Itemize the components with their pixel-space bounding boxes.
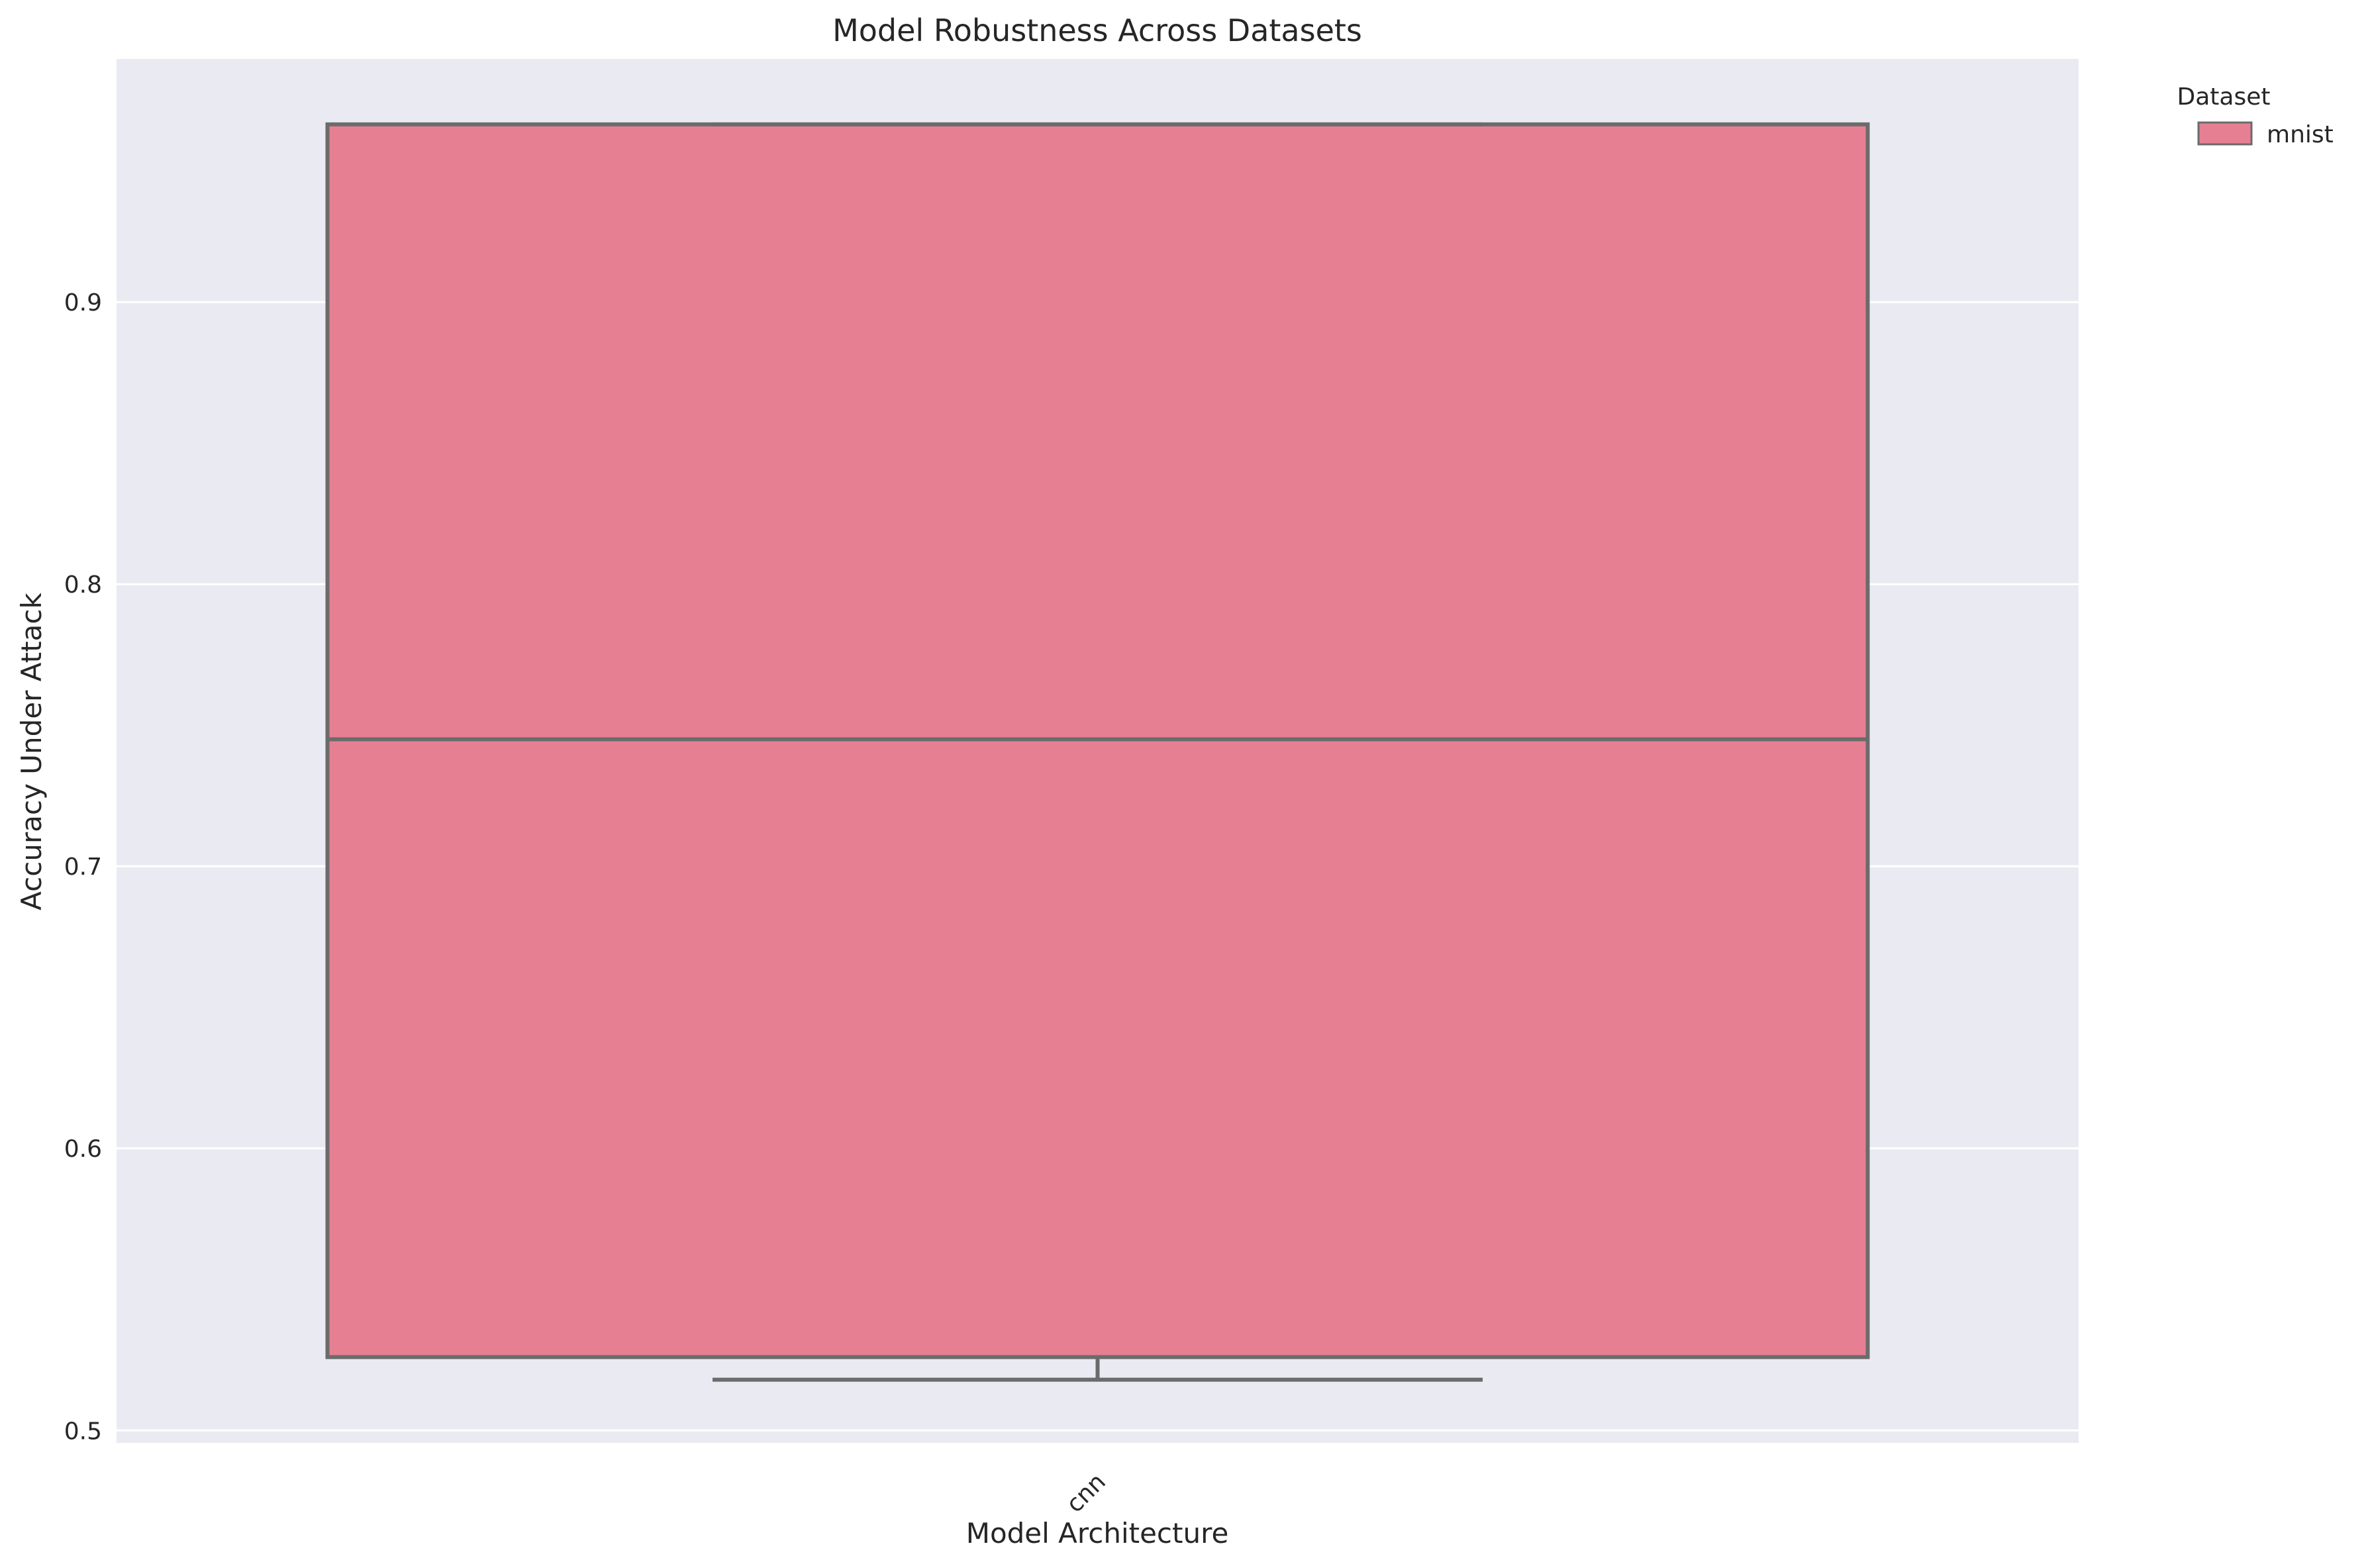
legend-label-mnist: mnist <box>2267 121 2334 148</box>
legend-swatch-mnist <box>2197 121 2253 146</box>
legend: Dataset mnist <box>2177 83 2334 148</box>
y-tick-label: 0.5 <box>64 1418 102 1445</box>
y-tick-label: 0.9 <box>64 289 102 317</box>
legend-title: Dataset <box>2177 83 2271 111</box>
x-axis-label: Model Architecture <box>966 1517 1229 1549</box>
y-tick-label: 0.7 <box>64 854 102 881</box>
y-ticks: 0.5 0.6 0.7 0.8 0.9 <box>64 289 102 1445</box>
y-tick-label: 0.6 <box>64 1136 102 1163</box>
boxes <box>325 122 1870 1382</box>
y-tick-label: 0.8 <box>64 571 102 599</box>
y-axis-label: Accuracy Under Attack <box>15 593 48 910</box>
chart-title: Model Robustness Across Datasets <box>832 13 1362 48</box>
x-tick-label: cnn <box>1062 1468 1111 1518</box>
x-ticks: cnn <box>1062 1468 1111 1518</box>
